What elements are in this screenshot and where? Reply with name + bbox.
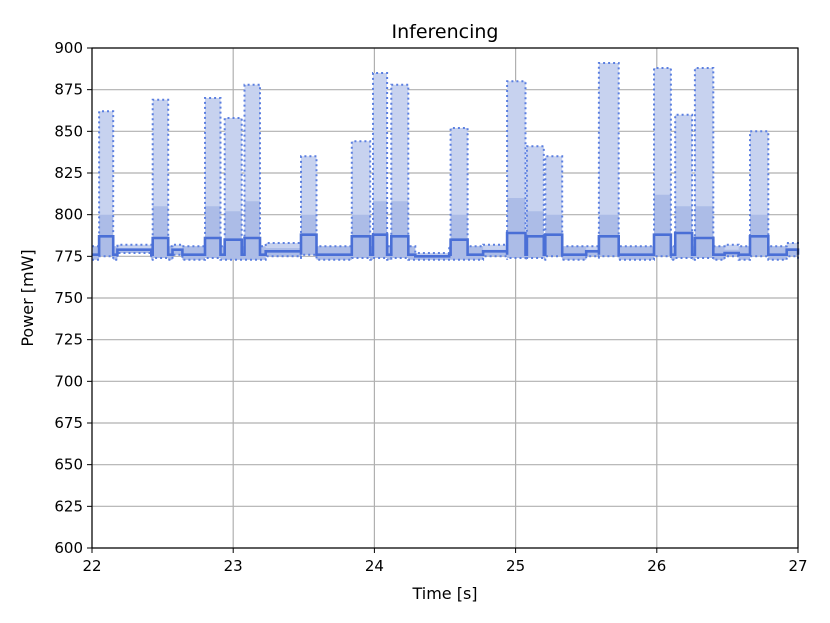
max-line — [92, 62, 799, 254]
min-line — [92, 252, 799, 261]
y-tick-label: 650 — [54, 456, 83, 474]
y-tick-label: 875 — [54, 81, 83, 99]
x-axis-label: Time [s] — [411, 584, 477, 603]
x-tick-label: 24 — [365, 557, 384, 575]
x-tick-label: 25 — [506, 557, 525, 575]
y-tick-label: 900 — [54, 39, 83, 57]
x-tick-label: 22 — [82, 557, 101, 575]
y-axis-label: Power [mW] — [18, 249, 37, 346]
y-tick-label: 675 — [54, 414, 83, 432]
mean-line — [92, 231, 800, 258]
tick-layer: 22 23 24 25 26 27 600 625 650 675 700 725 750 775 800 8… — [54, 39, 807, 575]
y-tick-label: 725 — [54, 331, 83, 349]
y-tick-label: 800 — [54, 206, 83, 224]
y-tick-label: 600 — [54, 539, 83, 557]
x-tick-label: 27 — [788, 557, 807, 575]
x-tick-label: 26 — [647, 557, 666, 575]
y-tick-label: 700 — [54, 372, 83, 390]
plot-frame — [91, 47, 799, 549]
y-tick-label: 825 — [54, 164, 83, 182]
x-tick-label: 23 — [224, 557, 243, 575]
y-tick-label: 775 — [54, 247, 83, 265]
y-tick-label: 850 — [54, 122, 83, 140]
y-tick-label: 625 — [54, 497, 83, 515]
y-tick-label: 750 — [54, 289, 83, 307]
data-layer — [92, 62, 800, 261]
chart-title: Inferencing — [392, 21, 499, 43]
